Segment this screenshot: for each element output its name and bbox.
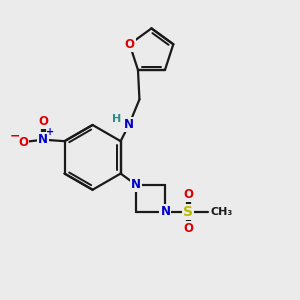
Text: O: O xyxy=(183,222,194,236)
Text: N: N xyxy=(131,178,141,191)
Text: CH₃: CH₃ xyxy=(211,207,233,217)
Text: −: − xyxy=(10,129,20,142)
Text: N: N xyxy=(124,118,134,131)
Text: O: O xyxy=(183,188,194,201)
Text: H: H xyxy=(112,114,122,124)
Text: O: O xyxy=(124,38,135,51)
Text: +: + xyxy=(46,127,54,137)
Text: O: O xyxy=(18,136,28,148)
Text: O: O xyxy=(38,115,48,128)
Text: S: S xyxy=(183,205,194,219)
Text: N: N xyxy=(160,205,170,218)
Text: N: N xyxy=(38,133,48,146)
